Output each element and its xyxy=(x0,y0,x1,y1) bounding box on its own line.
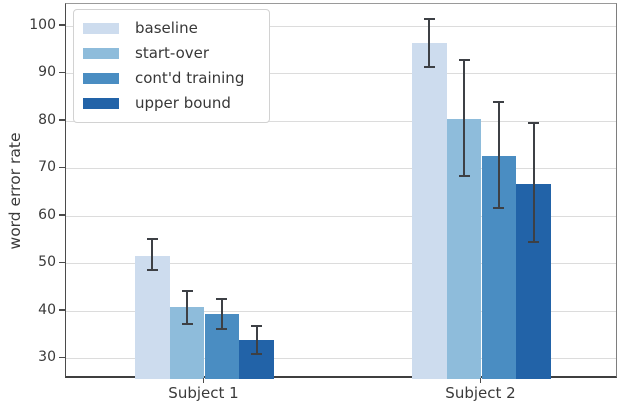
gridline xyxy=(66,215,616,217)
error-bar-cap xyxy=(181,289,193,292)
error-bar-cap xyxy=(493,207,505,210)
legend-label: cont'd training xyxy=(135,69,245,87)
y-tick-label: 80 xyxy=(38,111,56,128)
error-bar-cap xyxy=(181,322,193,325)
error-bar xyxy=(497,102,500,209)
error-bar-cap xyxy=(528,121,540,124)
error-bar-cap xyxy=(493,101,505,104)
gridline xyxy=(66,120,616,122)
error-bar xyxy=(186,290,189,324)
legend-item-start-over: start-over xyxy=(83,41,259,66)
y-tick-mark xyxy=(59,214,65,216)
error-bar-cap xyxy=(251,324,263,327)
x-tick-label-subject-1: Subject 1 xyxy=(168,384,239,402)
error-bar-cap xyxy=(146,269,158,272)
error-bar xyxy=(532,122,535,242)
legend: baseline start-over cont'd training uppe… xyxy=(73,9,270,123)
y-tick-label: 90 xyxy=(38,64,56,81)
gridline xyxy=(66,25,616,27)
legend-label: baseline xyxy=(135,19,198,37)
error-bar-cap xyxy=(251,353,263,356)
legend-item-baseline: baseline xyxy=(83,16,259,41)
y-tick-mark xyxy=(59,24,65,26)
legend-label: start-over xyxy=(135,44,210,62)
y-tick-label: 50 xyxy=(38,254,56,271)
bar-baseline-subject-2 xyxy=(411,43,447,380)
gridline xyxy=(66,263,616,265)
error-bar xyxy=(463,59,466,177)
error-bar xyxy=(151,239,154,271)
gridline xyxy=(66,168,616,170)
error-bar-cap xyxy=(423,17,435,20)
y-tick-label: 40 xyxy=(38,301,56,318)
y-tick-mark xyxy=(59,356,65,359)
legend-swatch-baseline xyxy=(83,23,119,34)
plot-area xyxy=(65,3,617,380)
error-bar-cap xyxy=(216,327,228,330)
y-tick-label: 60 xyxy=(38,206,56,223)
y-tick-mark xyxy=(59,261,65,264)
y-tick-mark xyxy=(59,309,65,311)
bar-baseline-subject-1 xyxy=(134,256,170,380)
legend-item-upper-bound: upper bound xyxy=(83,91,259,116)
y-tick-mark xyxy=(59,71,65,74)
error-bar-cap xyxy=(423,65,435,68)
legend-swatch-contd-training xyxy=(83,73,119,84)
error-bar xyxy=(255,325,258,355)
gridline xyxy=(66,73,616,75)
y-tick-mark xyxy=(59,119,65,121)
legend-swatch-start-over xyxy=(83,48,119,59)
error-bar xyxy=(428,18,431,67)
error-bar xyxy=(220,299,223,329)
legend-swatch-upper-bound xyxy=(83,98,119,109)
y-tick-label: 70 xyxy=(38,159,56,176)
error-bar-cap xyxy=(216,298,228,300)
y-tick-label: 30 xyxy=(38,349,56,366)
y-axis-label: word error rate xyxy=(6,132,24,250)
gridline xyxy=(66,358,616,360)
x-tick-mark xyxy=(479,378,482,383)
error-bar-cap xyxy=(528,240,540,243)
legend-label: upper bound xyxy=(135,94,231,112)
y-tick-mark xyxy=(59,166,65,169)
error-bar-cap xyxy=(458,58,470,61)
x-tick-mark xyxy=(202,378,205,383)
error-bar-cap xyxy=(458,175,470,178)
gridline xyxy=(66,310,616,312)
legend-item-contd-training: cont'd training xyxy=(83,66,259,91)
error-bar-cap xyxy=(146,238,158,241)
y-tick-label: 100 xyxy=(29,16,56,33)
x-tick-label-subject-2: Subject 2 xyxy=(445,384,516,402)
